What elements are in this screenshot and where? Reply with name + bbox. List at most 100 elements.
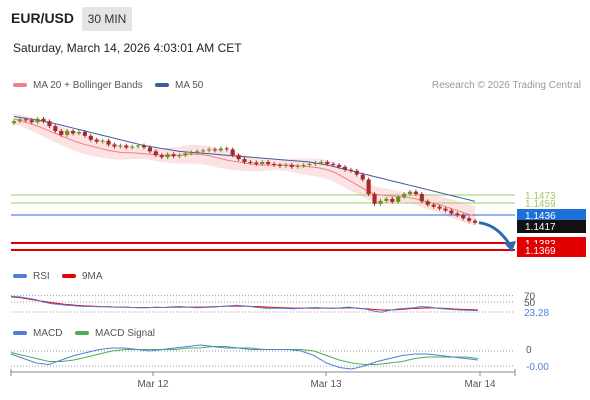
macd-signal-swatch [75, 331, 89, 336]
candle-body [413, 191, 418, 195]
ma20-swatch [13, 83, 27, 88]
candle-body [331, 163, 336, 165]
candle-body [307, 163, 312, 165]
candle-body [396, 196, 401, 202]
candle-body [384, 198, 389, 201]
x-tick-label: Mar 12 [137, 379, 169, 390]
candle-body [17, 119, 22, 122]
candle-body [472, 220, 478, 223]
candle-body [147, 147, 152, 152]
candle-body [212, 149, 218, 151]
price-label-1-1436: 1.1436 [525, 211, 556, 222]
macd-tick-label: 0 [526, 345, 532, 356]
candle-body [301, 164, 306, 166]
candle-body [159, 155, 164, 158]
legend-ma50: MA 50 [155, 80, 203, 91]
candle-body [366, 179, 371, 195]
macd-signal-line [10, 346, 479, 365]
candle-body [153, 151, 158, 156]
bollinger-band [13, 113, 476, 226]
candle-body [11, 121, 17, 124]
candle-body [461, 215, 466, 219]
candle-body [41, 118, 46, 122]
candle-body [372, 194, 377, 204]
candle-body [319, 162, 324, 164]
credit-label: Research © 2026 Trading Central [431, 80, 581, 91]
candle-body [189, 152, 194, 154]
timeframe-button[interactable]: 30 MIN [82, 7, 132, 31]
candle-body [419, 194, 424, 202]
candle-body [29, 120, 34, 123]
price-label-bg-1-1417 [517, 220, 586, 233]
price-label-1-1473: 1.1473 [525, 191, 556, 202]
chart-header: EUR/USD 30 MIN Saturday, March 14, 2026 … [0, 0, 590, 70]
candle-body [295, 165, 300, 167]
candle-body [277, 164, 283, 166]
macd-label: MACD [33, 328, 63, 339]
candle-body [342, 166, 348, 170]
candle-body [112, 144, 117, 147]
ma20-label: MA 20 + Bollinger Bands [33, 80, 143, 91]
candle-body [130, 146, 135, 148]
candle-body [242, 159, 247, 163]
candle-body [88, 135, 93, 140]
candle-body [449, 210, 454, 214]
candle-body [230, 149, 235, 156]
candle-body [171, 154, 176, 157]
rsi-tick-label: 50 [524, 298, 536, 309]
candle-body [425, 201, 430, 205]
macd-swatch [13, 331, 27, 336]
rsi-swatch [13, 274, 27, 279]
candle-body [35, 118, 40, 123]
candle-body [177, 155, 182, 157]
candle-body [467, 218, 472, 221]
candle-body [118, 145, 123, 147]
ma50-line [13, 115, 476, 202]
candle-body [271, 163, 277, 165]
legend-ma20: MA 20 + Bollinger Bands [13, 80, 143, 91]
candle-body [76, 131, 82, 134]
candle-body [71, 130, 76, 134]
candle-body [106, 140, 111, 145]
candle-body [124, 145, 129, 148]
rsi-ma-swatch [62, 274, 76, 279]
candle-body [100, 140, 105, 142]
candle-body [195, 151, 200, 153]
candle-body [289, 164, 294, 167]
price-label-bg-1-1436 [517, 209, 586, 222]
candle-body [65, 130, 70, 135]
rsi-ma-label: 9MA [82, 271, 103, 282]
legend-macd: MACD [13, 328, 62, 339]
candle-body [437, 206, 442, 209]
projection-arrowhead [504, 241, 516, 252]
candle-body [354, 170, 359, 175]
legend-rsi-ma: 9MA [62, 271, 103, 282]
candle-body [254, 162, 259, 164]
rsi-tick-label: 23.28 [524, 308, 549, 319]
candle-body [431, 204, 436, 207]
candle-body [260, 162, 265, 164]
candle-body [94, 139, 99, 142]
legend-macd-signal: MACD Signal [75, 328, 155, 339]
candle-body [59, 130, 64, 135]
rsi-tick-label: 70 [524, 292, 536, 303]
candle-body [390, 198, 395, 202]
candle-body [407, 191, 413, 195]
candle-body [248, 162, 253, 164]
datetime-label: Saturday, March 14, 2026 4:03:01 AM CET [13, 41, 242, 55]
legend-rsi: RSI [13, 271, 50, 282]
candle-body [337, 164, 342, 167]
price-label-bg-1-1369 [517, 244, 586, 257]
candle-body [266, 162, 271, 164]
candle-body [348, 169, 353, 171]
candle-body [224, 148, 229, 150]
candle-body [165, 154, 170, 158]
candle-body [218, 148, 223, 151]
candle-body [183, 153, 188, 156]
candle-body [136, 145, 141, 147]
ma50-swatch [155, 83, 169, 88]
candle-body [283, 164, 288, 166]
